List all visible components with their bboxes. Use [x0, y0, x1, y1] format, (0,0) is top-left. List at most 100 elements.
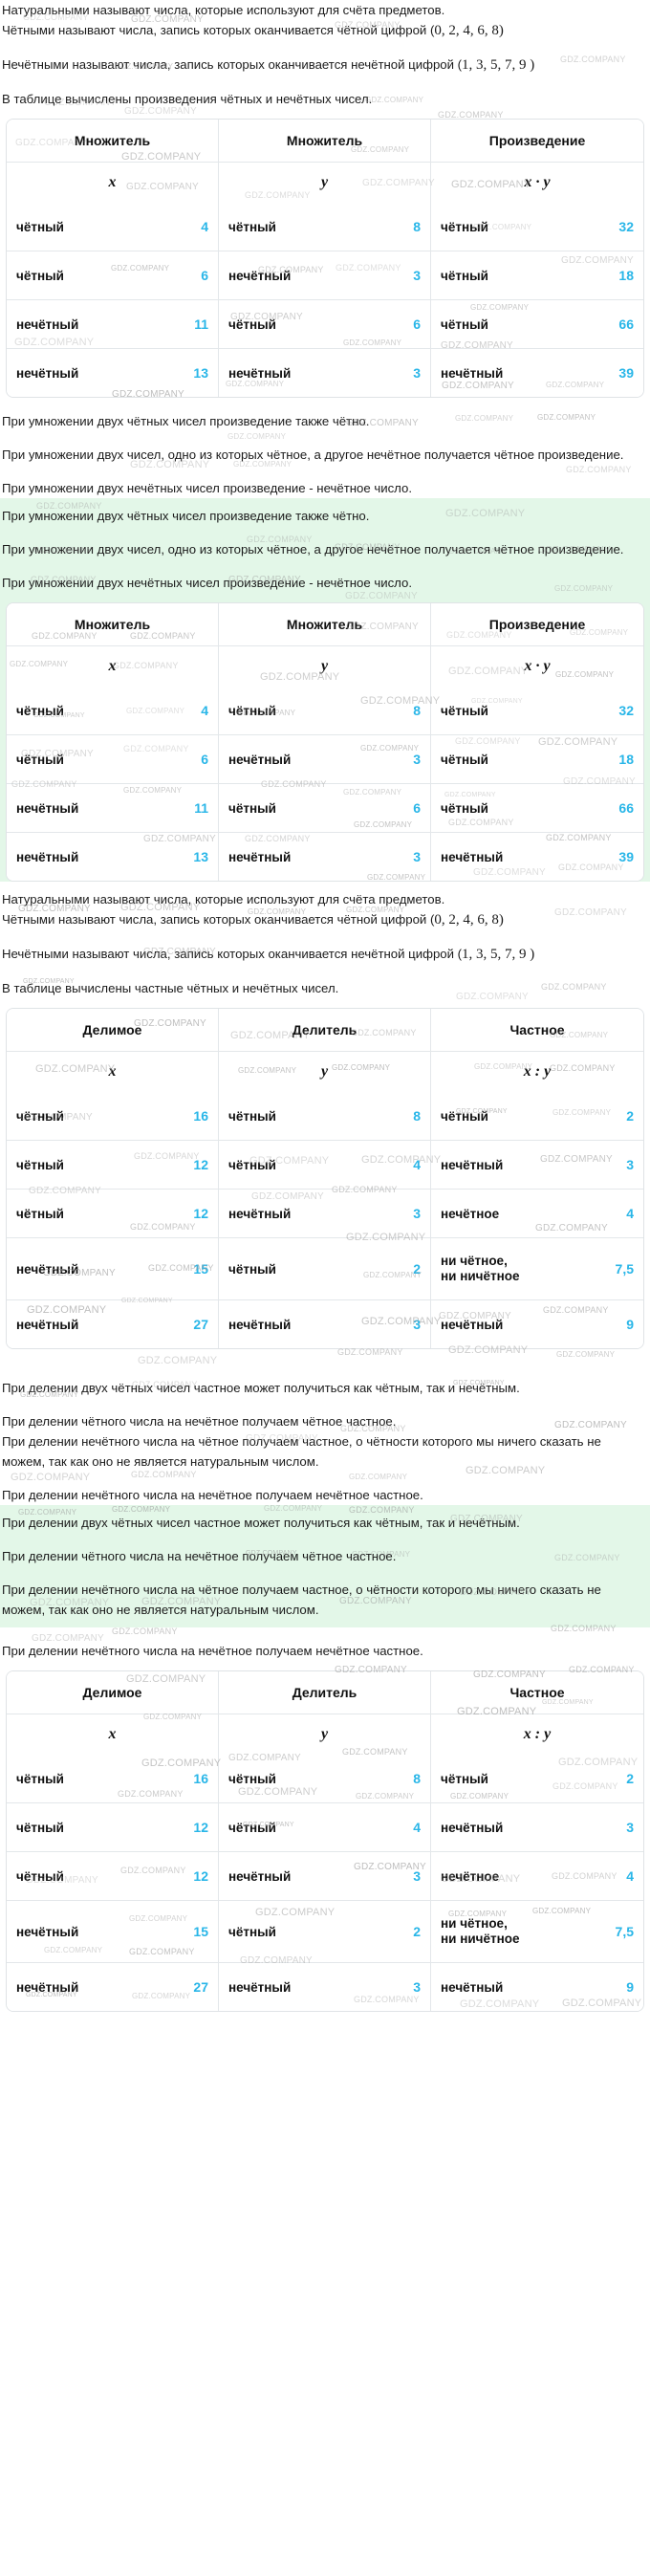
- cell-dividend: нечётный 15: [7, 1238, 219, 1300]
- table-row: нечётный 27 нечётный 3 нечётный 9: [7, 1963, 643, 2011]
- multiplication-intro-section: Натуральными называют числа, которые исп…: [0, 0, 650, 109]
- multiplier-2-label: чётный: [228, 703, 276, 718]
- table-cell: чётный 18: [441, 752, 634, 767]
- quotient-label: нечётное: [441, 1868, 500, 1884]
- conclusion-odd-div-even: При делении нечётного числа на чётное по…: [2, 1434, 601, 1469]
- column-header-dividend: Делимое: [7, 1009, 219, 1052]
- table-cell: чётный 4: [16, 703, 208, 718]
- multiplier-1-value: 6: [201, 752, 208, 767]
- table-cell: чётный 2: [228, 1261, 421, 1277]
- multiplier-1-label: чётный: [16, 703, 64, 718]
- divide-table-lead: В таблице вычислены частные чётных и неч…: [2, 981, 339, 995]
- table-cell: нечётный 9: [441, 1317, 634, 1332]
- cell-quotient: нечётный 3: [431, 1803, 643, 1852]
- divisor-value: 4: [413, 1157, 421, 1172]
- column-header-product: Произведение: [431, 603, 643, 646]
- table-variable-row: x y x : y: [7, 1052, 643, 1092]
- cell-dividend: чётный 12: [7, 1852, 219, 1901]
- product-label: нечётный: [441, 849, 504, 864]
- divisor-label: нечётный: [228, 1979, 292, 1995]
- product-value: 18: [618, 752, 634, 767]
- table-cell: чётный 4: [16, 219, 208, 234]
- quotient-label: нечётный: [441, 1317, 504, 1332]
- table-row: нечётный 13 нечётный 3 нечётный 39: [7, 833, 643, 881]
- table-cell: чётный 4: [228, 1157, 421, 1172]
- table-row: нечётный 11 чётный 6 чётный 66: [7, 300, 643, 349]
- table-cell: чётный 16: [16, 1108, 208, 1124]
- cell-divisor: нечётный 3: [219, 1300, 431, 1348]
- table-cell: нечётный 11: [16, 317, 208, 332]
- table-cell: чётный 32: [441, 703, 634, 718]
- cell-product: чётный 18: [431, 251, 643, 300]
- table-cell: нечётный 39: [441, 365, 634, 381]
- table-cell: чётный 12: [16, 1820, 208, 1835]
- product-label: нечётный: [441, 365, 504, 381]
- cell-divisor: нечётный 3: [219, 1190, 431, 1238]
- table-cell: нечётное 4: [441, 1206, 634, 1221]
- variable-x: x: [7, 163, 219, 203]
- cell-quotient: нечётное 4: [431, 1190, 643, 1238]
- product-label: чётный: [441, 219, 488, 234]
- table-cell: нечётный 3: [228, 365, 421, 381]
- cell-divisor: чётный 8: [219, 1092, 431, 1141]
- table-row: чётный 12 чётный 4 нечётный 3: [7, 1803, 643, 1852]
- cell-product: нечётный 39: [431, 349, 643, 397]
- table-cell: нечётный 13: [16, 849, 208, 864]
- quotient-label: нечётный: [441, 1820, 504, 1835]
- table-cell: ни чётное, ни ничётное 7,5: [441, 1916, 634, 1947]
- table-cell: чётный 6: [16, 268, 208, 283]
- cell-product: чётный 32: [431, 203, 643, 251]
- dividend-value: 12: [193, 1206, 208, 1221]
- table-row: чётный 16 чётный 8 чётный 2: [7, 1755, 643, 1803]
- cell-divisor: чётный 2: [219, 1238, 431, 1300]
- odd-digits: 1, 3, 5, 7, 9 ): [462, 57, 535, 73]
- table-cell: нечётный 3: [441, 1157, 634, 1172]
- quotient-value: 9: [626, 1317, 634, 1332]
- divisor-value: 2: [413, 1261, 421, 1277]
- cell-multiplier-2: нечётный 3: [219, 833, 431, 881]
- multiplier-1-label: нечётный: [16, 317, 79, 332]
- column-header-product: Произведение: [431, 120, 643, 163]
- divisor-label: нечётный: [228, 1206, 292, 1221]
- quotient-label: нечётное: [441, 1206, 500, 1221]
- multiplier-2-label: нечётный: [228, 752, 292, 767]
- column-header-multiplier-2: Множитель: [219, 603, 431, 646]
- column-header-multiplier-2: Множитель: [219, 120, 431, 163]
- cell-divisor: нечётный 3: [219, 1963, 431, 2011]
- multiplier-2-value: 3: [413, 849, 421, 864]
- odd-numbers-definition: Нечётными называют числа, запись которых…: [0, 55, 650, 76]
- multiplier-1-label: нечётный: [16, 365, 79, 381]
- table-cell: ни чётное, ни ничётное 7,5: [441, 1254, 634, 1284]
- table-variable-row: x y x · y: [7, 163, 643, 203]
- cell-dividend: чётный 12: [7, 1190, 219, 1238]
- even-numbers-definition: Чётными называют числа, запись которых о…: [0, 909, 650, 930]
- product-value: 32: [618, 703, 634, 718]
- cell-multiplier-1: нечётный 11: [7, 784, 219, 833]
- table-cell: нечётный 27: [16, 1317, 208, 1332]
- answer-odd-div-even: При делении нечётного числа на чётное по…: [2, 1583, 601, 1617]
- column-header-multiplier-1: Множитель: [7, 603, 219, 646]
- divisor-value: 2: [413, 1924, 421, 1939]
- cell-multiplier-2: чётный 8: [219, 687, 431, 735]
- watermark-text: GDZ.COMPANY: [112, 1626, 178, 1636]
- multiplier-2-value: 8: [413, 219, 421, 234]
- divisor-value: 8: [413, 1771, 421, 1786]
- cell-product: чётный 66: [431, 784, 643, 833]
- table-cell: чётный 6: [228, 317, 421, 332]
- column-header-dividend: Делимое: [7, 1671, 219, 1714]
- table-cell: нечётный 3: [441, 1820, 634, 1835]
- table-cell: нечётный 15: [16, 1261, 208, 1277]
- dividend-label: чётный: [16, 1108, 64, 1124]
- divisor-label: чётный: [228, 1108, 276, 1124]
- division-table-1-wrapper: Делимое Делитель Частное x y x : y чётны…: [6, 1008, 644, 1349]
- table-cell: чётный 12: [16, 1157, 208, 1172]
- cell-dividend: нечётный 15: [7, 1901, 219, 1963]
- table-cell: нечётный 9: [441, 1979, 634, 1995]
- even-numbers-definition: Чётными называют числа, запись которых о…: [0, 20, 650, 41]
- multiplier-2-label: нечётный: [228, 365, 292, 381]
- dividend-label: нечётный: [16, 1924, 79, 1939]
- table-cell: нечётный 13: [16, 365, 208, 381]
- multiplier-1-label: чётный: [16, 219, 64, 234]
- cell-quotient: ни чётное, ни ничётное 7,5: [431, 1238, 643, 1300]
- cell-dividend: чётный 16: [7, 1092, 219, 1141]
